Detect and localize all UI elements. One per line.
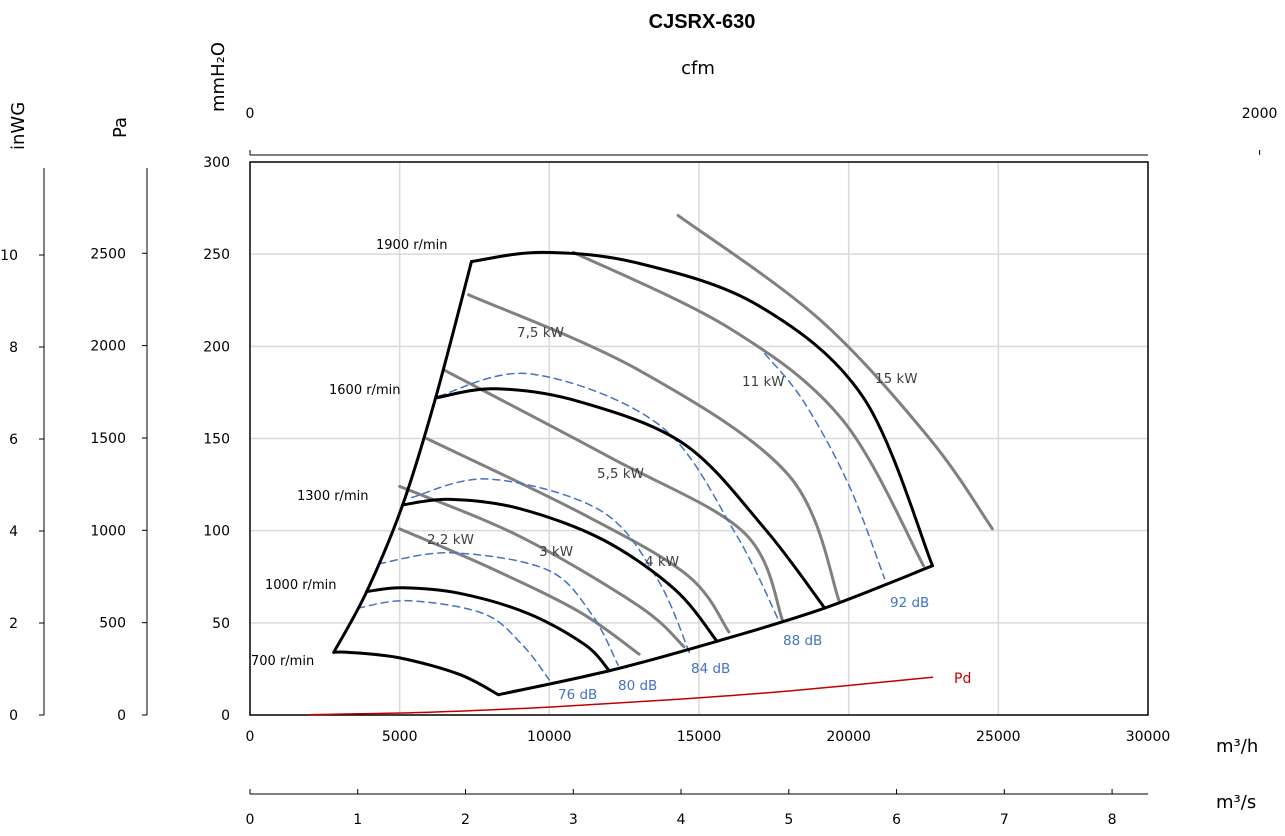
m3s-tick-label: 0: [246, 812, 255, 828]
x-tick-label: 10000: [527, 729, 572, 745]
pd-curve-pd: [309, 676, 934, 716]
grid: [250, 162, 1148, 715]
cfm-tick-label: 2000: [1242, 106, 1278, 122]
y-axis-unit-inwg: inWG: [8, 102, 29, 150]
m3s-tick-label: 3: [569, 812, 578, 828]
power-curve-2-2-kw: [398, 527, 641, 656]
power-curve-7-5-kw: [467, 293, 842, 605]
inwg-tick-label: 0: [9, 708, 18, 724]
power-curve-4-kw: [425, 437, 731, 634]
axes: 050001000015000200002500030000m³/h020004…: [0, 42, 1278, 828]
sound-curve-80-db: [377, 552, 619, 666]
mmh2o-tick-label: 100: [203, 524, 230, 540]
x-tick-label: 20000: [826, 729, 871, 745]
boundary-curve-low-flow-limit: [332, 260, 474, 654]
speed-label-1300-r-min: 1300 r/min: [297, 489, 368, 504]
mmh2o-tick-label: 50: [212, 616, 230, 632]
power-curve-15-kw: [676, 213, 994, 531]
pd-label: Pd: [954, 671, 971, 687]
pa-tick-label: 2000: [90, 339, 126, 355]
series: [309, 213, 994, 716]
x-tick-label: 15000: [677, 729, 722, 745]
x-tick-label: 0: [246, 729, 255, 745]
speed-curve-700-r-min: [332, 650, 500, 697]
inwg-tick-label: 4: [9, 524, 18, 540]
power-label-5-5-kw: 5,5 kW: [597, 466, 644, 482]
power-label-3-kw: 3 kW: [539, 544, 573, 560]
mmh2o-tick-label: 150: [203, 432, 230, 448]
power-label-11-kw: 11 kW: [742, 374, 785, 390]
speed-curve-1600-r-min: [434, 387, 827, 610]
speed-label-700-r-min: 700 r/min: [251, 654, 314, 669]
pa-tick-label: 1500: [90, 431, 126, 447]
pa-tick-label: 1000: [90, 523, 126, 539]
sound-curve-92-db: [764, 352, 886, 580]
m3s-tick-label: 4: [677, 812, 686, 828]
x-axis-unit-m3h: m³/h: [1216, 736, 1258, 757]
boundary-curve-max-flow-limit: [496, 564, 934, 697]
pa-tick-label: 500: [99, 616, 126, 632]
x-tick-label: 25000: [976, 729, 1021, 745]
inwg-tick-label: 6: [9, 432, 18, 448]
pa-tick-label: 0: [117, 708, 126, 724]
speed-curve-1900-r-min: [470, 250, 934, 568]
power-label-2-2-kw: 2,2 kW: [427, 532, 474, 548]
power-label-7-5-kw: 7,5 kW: [517, 325, 564, 341]
cfm-tick-label: 0: [246, 106, 255, 122]
mmh2o-tick-label: 300: [203, 155, 230, 171]
power-label-4-kw: 4 kW: [645, 554, 679, 570]
m3s-tick-label: 7: [1000, 812, 1009, 828]
m3s-tick-label: 8: [1108, 812, 1117, 828]
sound-curve-84-db: [410, 478, 691, 655]
speed-label-1000-r-min: 1000 r/min: [265, 578, 336, 593]
pa-tick-label: 2500: [90, 246, 126, 262]
power-curve-11-kw: [571, 250, 925, 568]
sound-label-92-db: 92 dB: [890, 595, 929, 611]
inwg-tick-label: 10: [0, 248, 18, 264]
inwg-tick-label: 8: [9, 340, 18, 356]
speed-label-1900-r-min: 1900 r/min: [376, 238, 447, 253]
mmh2o-tick-label: 0: [221, 708, 230, 724]
m3s-tick-label: 6: [892, 812, 901, 828]
curve-labels: 1900 r/min 1600 r/min 1300 r/min 1000 r/min…: [251, 238, 971, 703]
x-tick-label: 5000: [382, 729, 418, 745]
m3s-tick-label: 5: [784, 812, 793, 828]
y-axis-unit-pa: Pa: [110, 117, 131, 138]
speed-label-1600-r-min: 1600 r/min: [329, 383, 400, 398]
power-curve-3-kw: [398, 484, 686, 649]
y-axis-unit-mmh2o: mmH₂O: [208, 42, 229, 112]
sound-label-88-db: 88 dB: [783, 633, 822, 649]
x-axis-unit-m3s: m³/s: [1216, 792, 1256, 813]
x-axis-unit-cfm: cfm: [681, 58, 715, 79]
speed-curve-1000-r-min: [365, 586, 611, 673]
mmh2o-tick-label: 250: [203, 247, 230, 263]
x-tick-label: 30000: [1126, 729, 1171, 745]
sound-curve-76-db: [357, 599, 551, 681]
power-curve-5-5-kw: [443, 368, 785, 623]
sound-label-76-db: 76 dB: [558, 687, 597, 703]
sound-label-80-db: 80 dB: [618, 678, 657, 694]
m3s-tick-label: 2: [461, 812, 470, 828]
sound-label-84-db: 84 dB: [691, 661, 730, 677]
power-label-15-kw: 15 kW: [875, 371, 918, 387]
plot-area-frame: [249, 161, 1149, 716]
sound-curve-88-db: [437, 372, 781, 624]
speed-curve-1300-r-min: [401, 497, 719, 643]
chart-title: CJSRX-630: [649, 11, 756, 33]
inwg-tick-label: 2: [9, 616, 18, 632]
m3s-tick-label: 1: [353, 812, 362, 828]
mmh2o-tick-label: 200: [203, 339, 230, 355]
